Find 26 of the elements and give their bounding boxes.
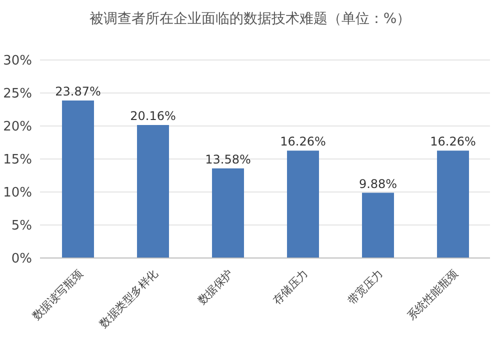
- x-tick-label: 数据保护: [195, 266, 236, 308]
- data-label: 9.88%: [358, 176, 398, 191]
- y-tick-label: 15%: [3, 152, 32, 168]
- data-label: 20.16%: [130, 108, 176, 123]
- x-tick-label: 存储压力: [270, 266, 311, 308]
- data-label: 16.26%: [430, 134, 476, 149]
- x-tick-label: 系统性能瓶颈: [404, 266, 461, 323]
- data-label: 16.26%: [280, 134, 326, 149]
- y-tick-label: 25%: [3, 86, 32, 102]
- y-tick-label: 20%: [3, 120, 32, 135]
- bar: [362, 192, 394, 258]
- chart-title: 被调查者所在企业面临的数据技术难题（单位：%）: [88, 10, 412, 28]
- data-label: 13.58%: [205, 152, 251, 166]
- y-tick-label: 10%: [3, 186, 32, 201]
- x-tick-label: 数据类型多样化: [96, 266, 161, 331]
- x-tick-label: 带宽压力: [345, 266, 386, 308]
- x-tick-label: 数据读写瓶颈: [30, 266, 86, 323]
- y-tick-label: 0%: [11, 252, 32, 267]
- bar: [437, 150, 469, 258]
- bar: [62, 100, 94, 258]
- bar: [137, 124, 169, 258]
- bar: [287, 150, 319, 258]
- y-tick-label: 5%: [11, 218, 32, 234]
- bar: [212, 168, 244, 258]
- data-label: 23.87%: [55, 84, 101, 98]
- y-tick-label: 30%: [3, 54, 32, 69]
